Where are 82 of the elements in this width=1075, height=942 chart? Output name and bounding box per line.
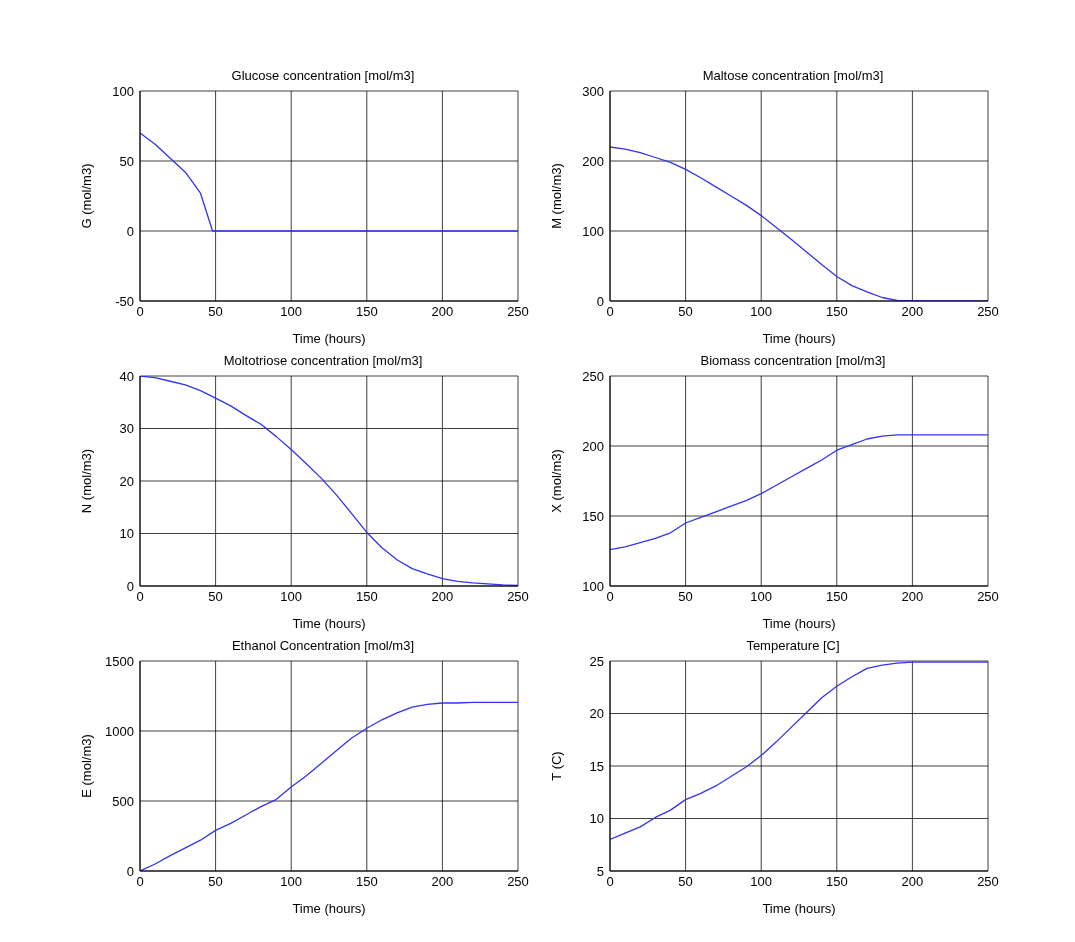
x-tick-label: 0 [136,304,144,320]
x-tick-label: 150 [355,589,378,605]
y-tick-label: 250 [582,368,604,384]
x-tick-label: 150 [825,589,848,605]
y-tick-label: 20 [119,473,134,489]
chart-title: Biomass concentration [mol/m3] [699,353,887,368]
y-tick-label: 10 [589,811,604,827]
x-tick-label: 200 [901,304,924,320]
y-tick-label: 100 [112,83,134,99]
x-tick-label: 100 [750,304,773,320]
x-tick-label: 200 [431,874,454,890]
y-tick-label: 500 [112,793,134,809]
chart-title: Maltose concentration [mol/m3] [701,68,885,83]
x-tick-label: 50 [208,589,223,605]
y-axis-title: X (mol/m3) [548,449,564,513]
y-tick-label: 0 [126,223,134,239]
x-tick-label: 200 [901,589,924,605]
x-tick-label: 150 [355,874,378,890]
line-series [610,434,988,551]
y-tick-label: 100 [582,223,604,239]
x-tick-label: 0 [136,874,144,890]
x-axis-title: Time (hours) [762,331,836,346]
x-tick-label: 150 [825,874,848,890]
x-tick-label: 200 [431,589,454,605]
y-tick-label: 200 [582,438,604,454]
y-tick-label: 40 [119,368,134,384]
x-axis-title: Time (hours) [292,616,366,631]
x-axis-title: Time (hours) [292,901,366,916]
x-tick-label: 250 [977,874,999,890]
x-tick-label: 100 [280,589,303,605]
y-tick-label: 200 [582,153,604,169]
x-tick-label: 50 [208,304,223,320]
x-tick-label: 150 [355,304,378,320]
x-tick-label: 100 [280,874,303,890]
x-tick-label: 50 [678,874,693,890]
y-tick-label: 300 [582,83,604,99]
x-tick-label: 150 [825,304,848,320]
y-tick-label: 150 [582,508,604,524]
x-tick-label: 200 [431,304,454,320]
x-tick-label: 100 [750,874,773,890]
x-tick-label: 250 [507,589,529,605]
x-tick-label: 50 [208,874,223,890]
line-series [140,132,518,232]
y-tick-label: 20 [589,706,604,722]
y-tick-label: 1000 [105,723,134,739]
y-tick-label: 30 [119,421,134,437]
y-tick-label: -50 [115,293,134,309]
y-tick-label: 100 [582,578,604,594]
y-axis-title: N (mol/m3) [78,448,94,514]
x-tick-label: 100 [750,589,773,605]
y-tick-label: 0 [126,578,134,594]
chart-title: Ethanol Concentration [mol/m3] [230,638,416,653]
y-tick-label: 25 [589,653,604,669]
x-tick-label: 0 [136,589,144,605]
x-tick-label: 250 [507,874,529,890]
y-tick-label: 50 [119,153,134,169]
x-tick-label: 0 [606,589,614,605]
x-axis-title: Time (hours) [762,901,836,916]
y-axis-title: G (mol/m3) [78,163,94,229]
x-tick-label: 250 [977,304,999,320]
y-axis-title: T (C) [548,751,564,781]
y-tick-label: 15 [589,758,604,774]
y-tick-label: 10 [119,526,134,542]
y-axis-title: M (mol/m3) [548,163,564,229]
y-tick-label: 1500 [105,653,134,669]
y-tick-label: 0 [596,293,604,309]
y-axis-title: E (mol/m3) [78,734,94,798]
x-tick-label: 250 [977,589,999,605]
x-tick-label: 0 [606,874,614,890]
y-tick-label: 0 [126,863,134,879]
x-axis-title: Time (hours) [762,616,836,631]
x-axis-title: Time (hours) [292,331,366,346]
x-tick-label: 50 [678,304,693,320]
x-tick-label: 0 [606,304,614,320]
x-tick-label: 200 [901,874,924,890]
x-tick-label: 100 [280,304,303,320]
chart-title: Moltotriose concentration [mol/m3] [222,353,424,368]
x-tick-label: 50 [678,589,693,605]
chart-title: Glucose concentration [mol/m3] [230,68,416,83]
chart-title: Temperature [C] [745,638,841,653]
x-tick-label: 250 [507,304,529,320]
y-tick-label: 5 [596,863,604,879]
